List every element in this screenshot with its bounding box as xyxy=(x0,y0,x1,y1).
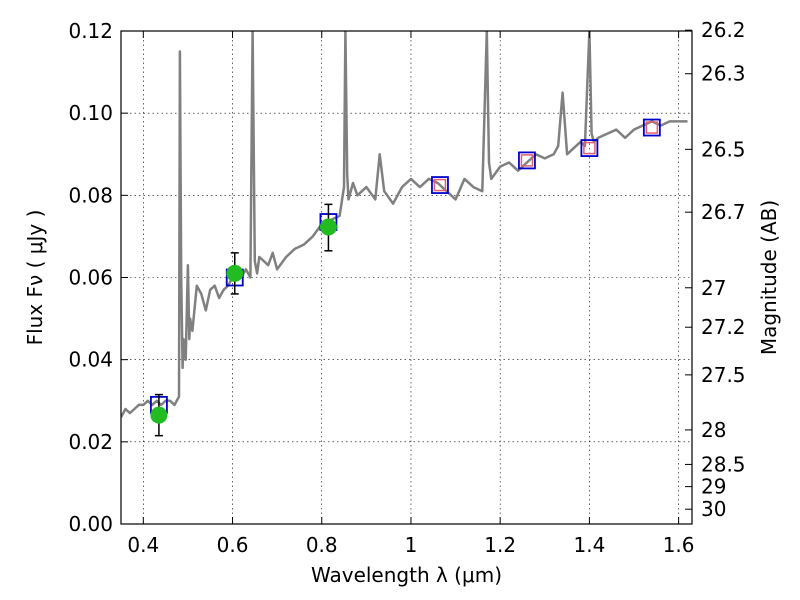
x-tick-label: 1.4 xyxy=(573,533,605,557)
y-tick-label: 0.04 xyxy=(68,348,113,372)
y-tick-label: 0.00 xyxy=(68,512,113,536)
observed-point xyxy=(150,406,168,424)
axis-ticks: 0.4 0.6 0.8 1 1.2 1.4 1.6 0.00 0.02 0.04 0.06 0.08 0… xyxy=(68,18,745,557)
y2-tick-label: 26.5 xyxy=(701,137,746,161)
spectrum-line xyxy=(121,31,688,418)
x-tick-label: 0.4 xyxy=(127,533,159,557)
y-tick-label: 0.02 xyxy=(68,430,113,454)
prediction-marker xyxy=(433,178,447,192)
y2-tick-label: 30 xyxy=(701,497,726,521)
y2-tick-label: 26.7 xyxy=(701,200,746,224)
prediction-marker xyxy=(645,121,659,134)
model-band-marker xyxy=(518,151,536,170)
y-axis-label: Flux Fν ( μJy ) xyxy=(23,210,47,346)
y2-tick-label: 26.2 xyxy=(701,18,746,42)
y-tick-label: 0.08 xyxy=(68,183,113,207)
y-tick-label: 0.10 xyxy=(68,101,113,125)
x-tick-label: 0.8 xyxy=(306,533,338,557)
y2-axis-label: Magnitude (AB) xyxy=(757,200,781,355)
grid xyxy=(121,31,692,524)
y-tick-label: 0.12 xyxy=(68,19,113,43)
model-band-marker xyxy=(642,118,661,137)
y2-tick-label: 28.5 xyxy=(701,452,746,476)
y2-tick-label: 27.5 xyxy=(701,363,746,387)
model-band-marker xyxy=(580,139,599,157)
plot-area xyxy=(121,31,688,437)
observed-point xyxy=(319,218,337,236)
y2-tick-label: 29 xyxy=(701,475,726,499)
prediction-marker xyxy=(520,154,534,167)
y2-tick-label: 26.3 xyxy=(701,62,746,86)
model-band-marker xyxy=(431,176,449,194)
y2-tick-label: 27 xyxy=(701,276,726,300)
prediction-marker xyxy=(583,141,596,155)
x-tick-label: 1.6 xyxy=(663,533,695,557)
y-tick-label: 0.06 xyxy=(68,266,113,290)
observed-point xyxy=(226,264,244,282)
x-tick-label: 1 xyxy=(405,533,418,557)
y2-tick-label: 28 xyxy=(701,418,726,442)
x-axis-label: Wavelength λ (μm) xyxy=(311,563,502,587)
y2-tick-label: 27.2 xyxy=(701,315,746,339)
x-tick-label: 1.2 xyxy=(484,533,516,557)
x-tick-label: 0.6 xyxy=(217,533,249,557)
